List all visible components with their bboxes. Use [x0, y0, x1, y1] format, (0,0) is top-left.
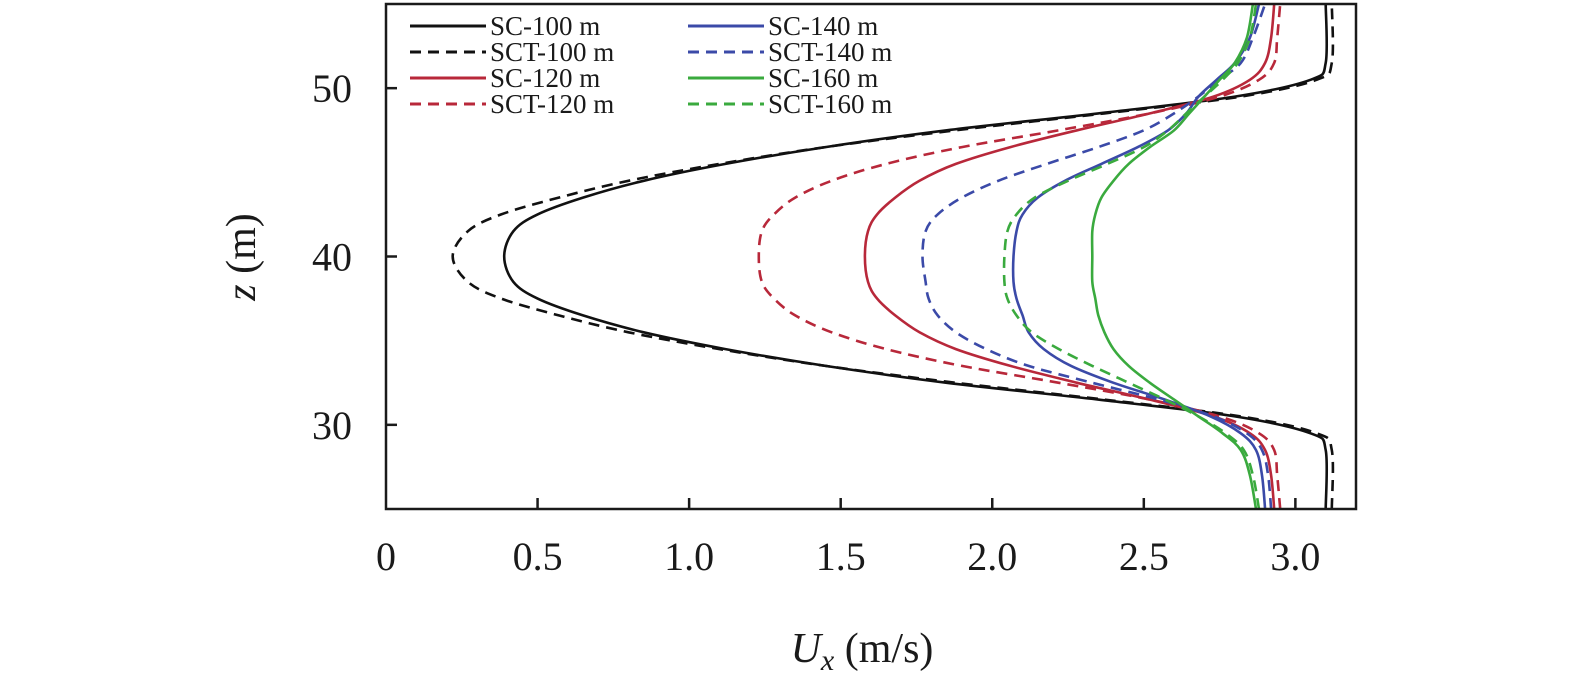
y-tick-label: 30	[312, 403, 352, 448]
legend-label: SCT-120 m	[490, 89, 614, 119]
x-axis-unit: (m/s)	[834, 626, 933, 672]
x-tick-label: 0	[376, 534, 396, 579]
legend-label: SC-160 m	[768, 63, 878, 93]
series-line-1	[502, 4, 1329, 509]
x-axis-title: Ux (m/s)	[791, 626, 934, 677]
legend-label: SC-120 m	[490, 63, 600, 93]
x-tick-label: 1.0	[664, 534, 714, 579]
series-line-6	[921, 4, 1273, 509]
series-line-8	[1002, 4, 1261, 509]
y-tick-label: 40	[312, 235, 352, 280]
legend-label: SCT-140 m	[768, 37, 892, 67]
legend-label: SCT-160 m	[768, 89, 892, 119]
series-line-2	[451, 4, 1335, 509]
series-line-3	[863, 4, 1276, 509]
x-tick-label: 3.0	[1270, 534, 1320, 579]
legend-label: SC-140 m	[768, 11, 878, 41]
series-line-5	[1011, 4, 1267, 509]
legend-label: SC-100 m	[490, 11, 600, 41]
x-tick-label: 0.5	[513, 534, 563, 579]
series-line-7	[1090, 4, 1258, 509]
x-tick-label: 1.5	[816, 534, 866, 579]
y-tick-label: 50	[312, 66, 352, 111]
y-axis-title: z (m)	[219, 213, 265, 302]
x-axis-subscript: x	[820, 644, 835, 677]
x-tick-label: 2.5	[1119, 534, 1169, 579]
legend-label: SCT-100 m	[490, 37, 614, 67]
x-tick-label: 2.0	[967, 534, 1017, 579]
y-axis-unit: (m)	[219, 213, 265, 284]
x-axis-symbol: U	[791, 626, 824, 672]
y-axis-symbol: z	[219, 284, 265, 301]
